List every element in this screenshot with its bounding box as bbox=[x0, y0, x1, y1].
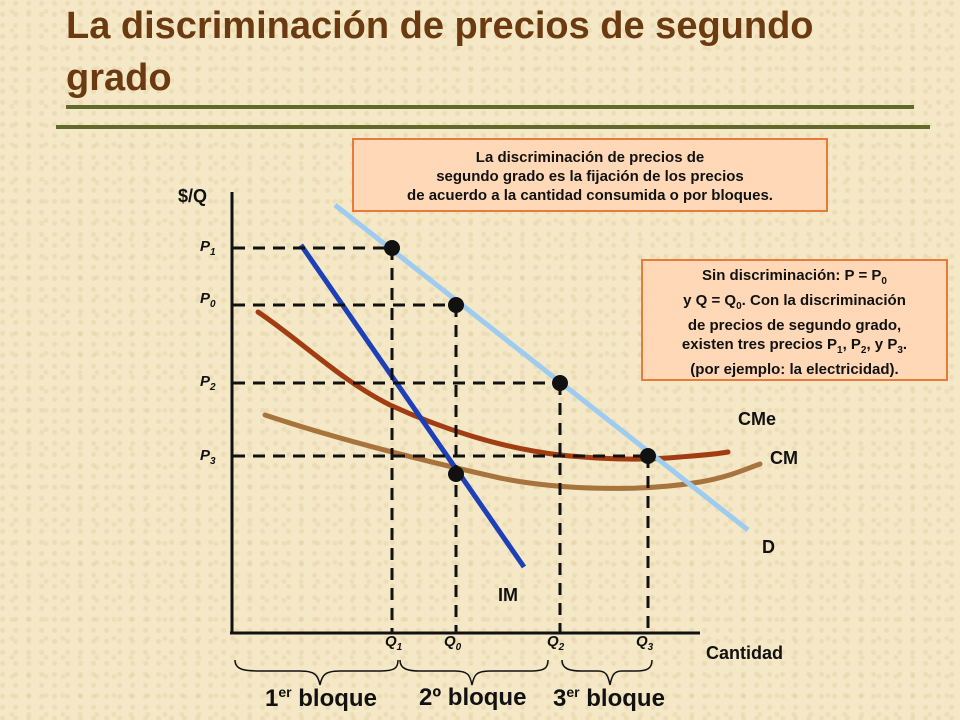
price-label-p0: P0 bbox=[200, 290, 216, 310]
definition-line: segundo grado es la fijación de los prec… bbox=[436, 168, 744, 185]
comparison-note: Sin discriminación: P = P0 y Q = Q0. Con… bbox=[641, 259, 948, 381]
curve-label-im: IM bbox=[498, 585, 518, 605]
point-p2 bbox=[552, 375, 568, 391]
brace-block-1 bbox=[234, 659, 399, 686]
quantity-label-q0: Q0 bbox=[444, 633, 462, 653]
comparison-line-5: (por ejemplo: la electricidad). bbox=[690, 361, 899, 378]
quantity-label-q1: Q1 bbox=[385, 633, 403, 653]
marginal-cost-curve bbox=[262, 412, 763, 491]
brace-block-2 bbox=[399, 659, 549, 686]
average-cost-curve bbox=[255, 309, 731, 462]
point-im-q0 bbox=[448, 466, 464, 482]
block-label-1: 1er bloque bbox=[265, 684, 377, 712]
curve-label-d: D bbox=[762, 537, 775, 557]
quantity-label-q2: Q2 bbox=[547, 633, 565, 653]
x-axis-label: Cantidad bbox=[706, 643, 784, 663]
brace-block-3 bbox=[561, 659, 653, 686]
curve-label-cme: CMe bbox=[738, 409, 777, 429]
comparison-line-2: y Q = Q0. Con la discriminación bbox=[683, 292, 906, 312]
block-label-2: 2º bloque bbox=[419, 684, 527, 711]
marginal-revenue-curve bbox=[298, 243, 527, 569]
comparison-line-3: de precios de segundo grado, bbox=[687, 317, 902, 334]
price-label-p2: P2 bbox=[200, 373, 216, 393]
comparison-line-1: Sin discriminación: P = P0 bbox=[702, 267, 887, 287]
definition-line: La discriminación de precios de bbox=[475, 149, 705, 166]
definition-note: La discriminación de precios de segundo … bbox=[352, 138, 828, 212]
y-axis-label: $/Q bbox=[178, 186, 208, 206]
title-rule-bottom bbox=[56, 125, 930, 129]
definition-line: de acuerdo a la cantidad consumida o por… bbox=[407, 187, 773, 204]
price-label-p1: P1 bbox=[200, 238, 216, 258]
quantity-label-q3: Q3 bbox=[636, 633, 654, 653]
curve-label-cm: CM bbox=[770, 448, 798, 468]
point-p0 bbox=[448, 297, 464, 313]
slide-title: La discriminación de precios de segundo … bbox=[66, 5, 814, 99]
point-p1 bbox=[384, 240, 400, 256]
price-label-p3: P3 bbox=[200, 447, 216, 467]
title-rule-top bbox=[66, 105, 914, 109]
block-label-3: 3er bloque bbox=[553, 684, 665, 712]
demand-curve bbox=[333, 203, 750, 532]
comparison-line-4: existen tres precios P1, P2, y P3. bbox=[681, 336, 908, 356]
point-p3 bbox=[640, 448, 656, 464]
